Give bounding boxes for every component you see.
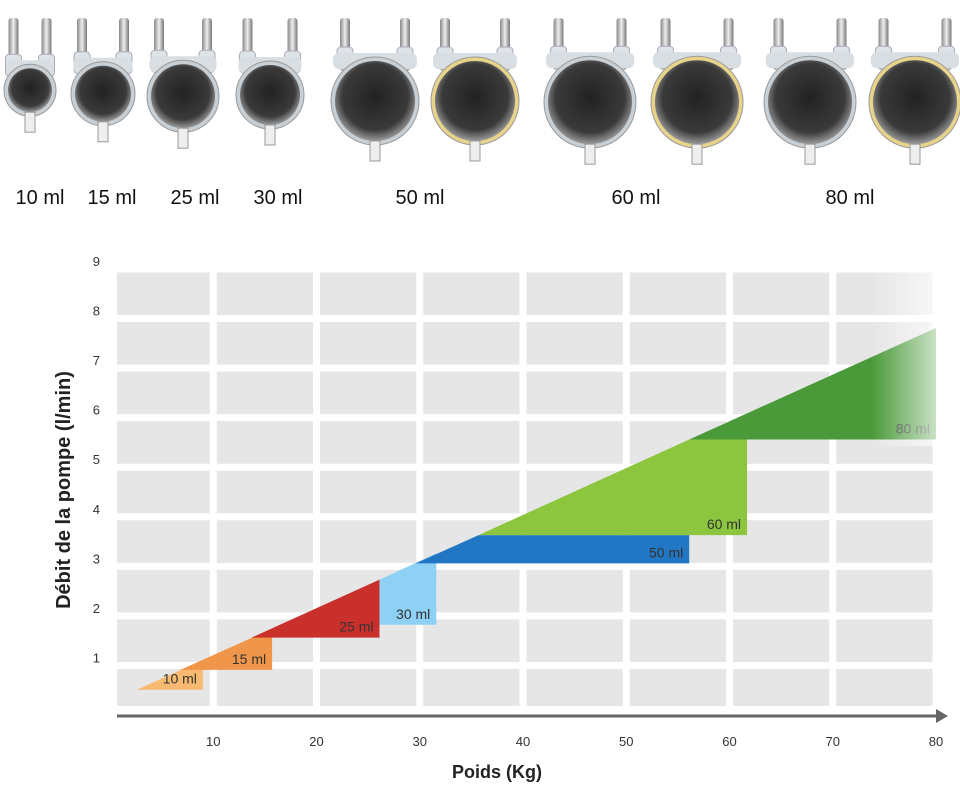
y-tick-label: 8 <box>93 304 100 319</box>
region-label: 25 ml <box>339 619 373 635</box>
x-axis-title: Poids (Kg) <box>452 762 542 782</box>
pump-glass <box>655 60 739 145</box>
y-tick-label: 1 <box>93 650 100 665</box>
pump-size-label: 60 ml <box>612 187 661 209</box>
region <box>415 535 690 564</box>
pump-outlet <box>691 143 703 165</box>
pump-outlet <box>24 111 36 133</box>
pump-glass <box>8 68 52 113</box>
pump-size-label: 10 ml <box>16 187 65 209</box>
pump-glass <box>75 65 131 122</box>
pump-glass <box>768 60 852 145</box>
y-axis-title: Débit de la pompe (l/min) <box>53 371 75 609</box>
region-label: 15 ml <box>232 651 266 667</box>
x-tick-label: 50 <box>619 734 633 749</box>
y-tick-label: 6 <box>93 403 100 418</box>
region <box>379 553 437 625</box>
y-tick-label: 9 <box>93 254 100 269</box>
x-tick-label: 70 <box>826 734 840 749</box>
pump-outlet <box>804 143 816 165</box>
x-tick-label: 40 <box>516 734 530 749</box>
region-label: 30 ml <box>396 606 430 622</box>
region <box>251 579 380 638</box>
pump-size-label: 15 ml <box>88 187 137 209</box>
pump-glass <box>548 60 632 145</box>
y-tick-label: 2 <box>93 601 100 616</box>
x-axis-arrow <box>936 709 948 723</box>
pump-photos: 10 ml 15 ml 25 ml 30 ml 50 ml 60 ml 80 ml <box>3 18 960 209</box>
pump-outlet <box>97 121 109 143</box>
pump-glass <box>873 60 957 145</box>
y-tick-label: 5 <box>93 452 100 467</box>
region-label: 60 ml <box>707 516 741 532</box>
x-tick-label: 20 <box>309 734 323 749</box>
x-tick-label: 30 <box>413 734 427 749</box>
pump-outlet <box>909 143 921 165</box>
y-tick-label: 7 <box>93 353 100 368</box>
pump-size-label: 80 ml <box>826 187 875 209</box>
pump-glass <box>335 61 415 141</box>
region <box>180 628 273 670</box>
fade-overlay <box>700 266 945 446</box>
y-tick-label: 3 <box>93 551 100 566</box>
pump-outlet <box>584 143 596 165</box>
pump-size-label: 30 ml <box>254 187 303 209</box>
pump-outlet <box>264 124 276 146</box>
pump-glass <box>435 61 515 141</box>
x-tick-label: 10 <box>206 734 220 749</box>
pump-outlet <box>469 140 481 162</box>
region-label: 10 ml <box>163 671 197 687</box>
pump-glass <box>240 65 300 125</box>
pump-size-label: 25 ml <box>171 187 220 209</box>
region <box>478 439 748 536</box>
x-tick-label: 60 <box>722 734 736 749</box>
y-tick-label: 4 <box>93 502 100 517</box>
plot: 1 2 3 4 5 6 7 8 9 10 20 30 40 50 60 70 80 10 ml 15 ml 25 ml… <box>93 254 948 749</box>
pump-size-label: 50 ml <box>396 187 445 209</box>
region-label: 50 ml <box>649 544 683 560</box>
pump-outlet <box>177 127 189 149</box>
x-tick-label: 80 <box>929 734 943 749</box>
pump-outlet <box>369 140 381 162</box>
pump-glass <box>151 64 215 129</box>
